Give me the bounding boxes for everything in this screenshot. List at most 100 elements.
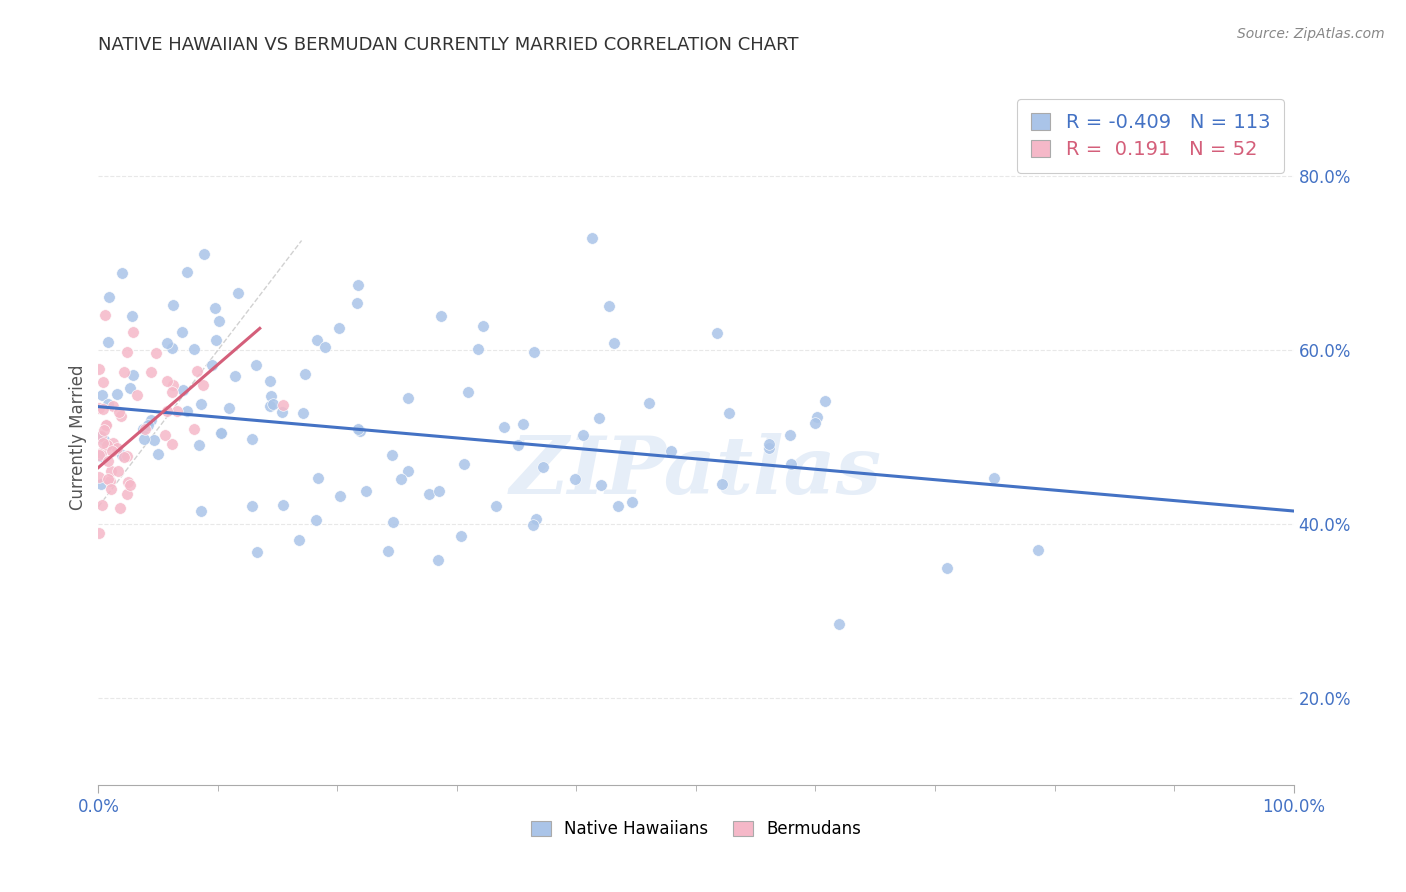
Point [508,438,530,452]
Point [91,401,114,416]
Point [581,231,603,245]
Point [259,389,281,403]
Point [564,472,586,486]
Point [125,388,148,402]
Point [87,401,110,415]
Point [122,368,145,383]
Point [382,515,405,529]
Point [457,385,479,400]
Point [598,299,620,313]
Point [90,477,112,491]
Point [115,487,138,501]
Point [103,436,125,450]
Point [139,365,162,379]
Point [659,444,682,458]
Point [139,413,162,427]
Point [97,335,120,350]
Point [983,471,1005,485]
Point [935,560,957,574]
Point [426,553,449,567]
Point [389,472,412,486]
Point [108,501,131,516]
Text: ZIPatlas: ZIPatlas [510,434,882,510]
Point [98,475,121,489]
Point [224,368,246,383]
Point [602,336,624,351]
Point [89,449,111,463]
Legend: Native Hawaiians, Bermudans: Native Hawaiians, Bermudans [522,812,870,847]
Point [591,478,613,492]
Point [132,422,155,436]
Point [100,464,122,478]
Point [329,489,352,503]
Point [90,429,112,443]
Point [204,333,226,347]
Point [156,335,179,350]
Point [170,325,193,339]
Point [314,340,336,354]
Point [294,367,316,381]
Point [153,428,176,442]
Point [758,437,780,451]
Point [262,397,284,411]
Point [107,464,129,478]
Point [90,498,112,512]
Point [288,533,311,547]
Point [110,409,132,423]
Point [467,343,489,357]
Point [531,460,554,475]
Point [711,476,734,491]
Point [193,246,215,260]
Point [706,326,728,340]
Point [187,438,209,452]
Point [96,438,118,452]
Point [240,432,263,446]
Point [381,448,404,462]
Point [117,475,139,490]
Point [638,396,661,410]
Point [121,309,143,323]
Point [100,443,122,458]
Point [105,387,128,401]
Point [718,406,741,420]
Point [347,422,370,436]
Point [828,617,851,632]
Point [806,409,828,424]
Point [346,296,368,310]
Point [190,504,212,518]
Point [112,365,135,379]
Point [259,374,281,388]
Point [779,457,801,471]
Point [292,406,315,420]
Point [162,298,184,312]
Text: NATIVE HAWAIIAN VS BERMUDAN CURRENTLY MARRIED CORRELATION CHART: NATIVE HAWAIIAN VS BERMUDAN CURRENTLY MA… [98,36,799,54]
Point [115,449,138,463]
Point [204,301,226,316]
Point [484,500,506,514]
Point [522,518,544,533]
Point [101,400,124,414]
Point [240,499,263,513]
Point [98,290,121,304]
Point [190,396,212,410]
Point [87,469,110,483]
Point [218,401,240,415]
Point [305,333,328,347]
Point [143,433,166,447]
Point [111,448,134,462]
Point [120,381,142,395]
Point [94,417,117,432]
Point [492,420,515,434]
Point [108,405,131,419]
Point [166,404,188,418]
Point [145,346,167,360]
Point [96,417,118,432]
Point [160,437,183,451]
Point [156,404,179,418]
Point [121,325,143,339]
Point [418,487,440,501]
Point [94,308,117,322]
Point [273,498,295,512]
Point [112,450,135,464]
Point [472,318,495,333]
